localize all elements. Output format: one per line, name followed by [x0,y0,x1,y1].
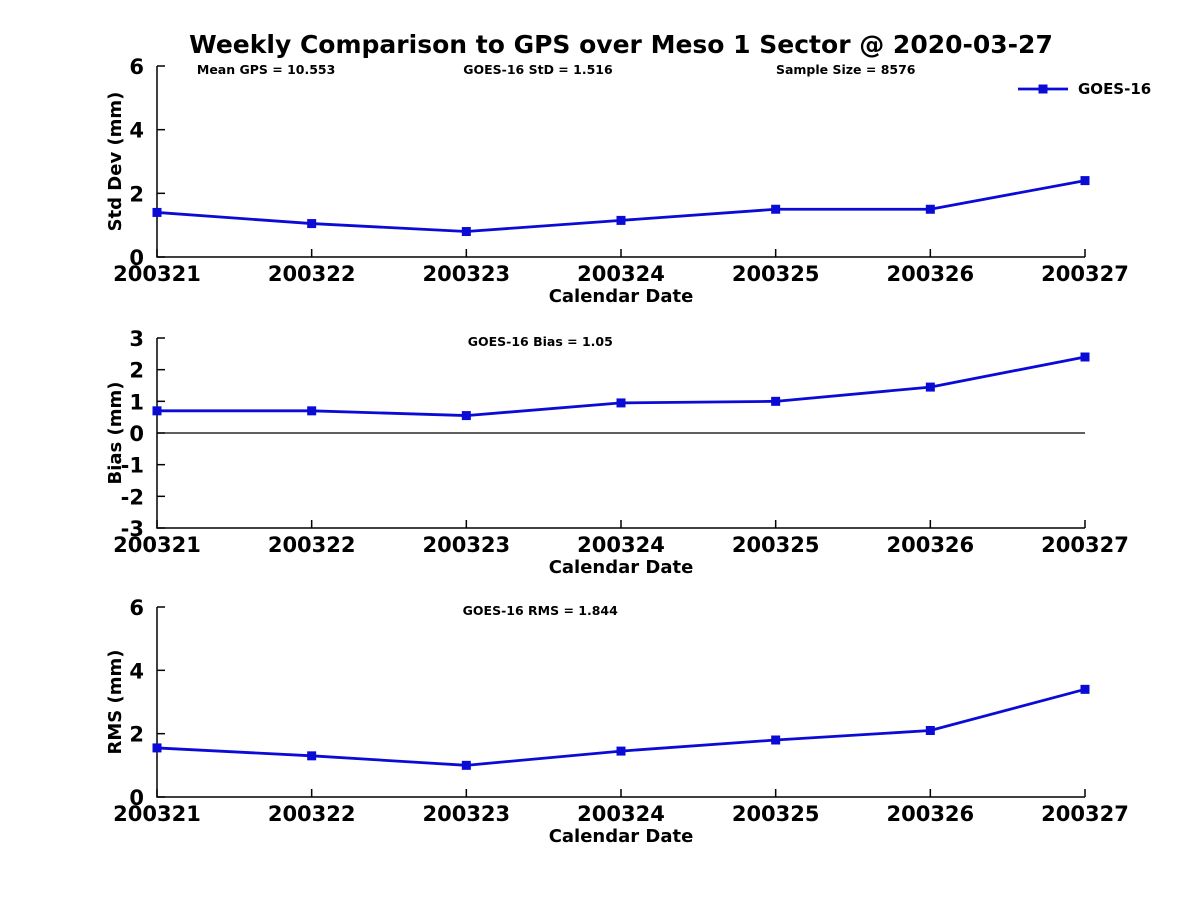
chart-title: Weekly Comparison to GPS over Meso 1 Sec… [189,30,1053,59]
y-tick-label: 4 [129,119,144,143]
data-marker [152,406,162,416]
y-axis-label: RMS (mm) [105,650,126,755]
x-tick-label: 200326 [886,533,974,557]
x-axis-label: Calendar Date [549,826,694,847]
y-tick-label: 4 [129,659,144,683]
x-tick-label: 200321 [113,262,201,286]
y-axis-label: Std Dev (mm) [105,92,126,232]
annotation: GOES-16 RMS = 1.844 [463,603,618,618]
y-tick-label: 6 [129,596,144,620]
x-axis-label: Calendar Date [549,286,694,307]
y-tick-label: -1 [121,454,144,478]
annotation: GOES-16 Bias = 1.05 [468,334,613,349]
x-tick-label: 200325 [732,533,820,557]
data-marker [461,411,471,421]
x-tick-label: 200327 [1041,533,1129,557]
x-tick-label: 200321 [113,802,201,826]
y-tick-label: -2 [121,485,144,509]
x-tick-label: 200323 [422,262,510,286]
x-tick-label: 200322 [268,262,356,286]
y-tick-label: -3 [121,517,144,541]
y-tick-label: 0 [129,246,144,270]
legend-marker [1038,84,1048,94]
annotation: Mean GPS = 10.553 [197,62,335,77]
axis-spines [156,66,1085,258]
y-tick-label: 0 [129,422,144,446]
x-tick-label: 200323 [422,802,510,826]
data-marker [616,215,626,225]
data-marker [461,760,471,770]
y-tick-label: 6 [129,55,144,79]
data-marker [307,406,317,416]
data-marker [925,726,935,735]
x-tick-label: 200321 [113,533,201,557]
x-tick-label: 200325 [732,802,820,826]
annotation: Sample Size = 8576 [776,62,916,77]
data-marker [925,382,935,392]
x-tick-label: 200327 [1041,262,1129,286]
x-tick-label: 200324 [577,533,665,557]
x-tick-label: 200326 [886,262,974,286]
data-marker [461,227,471,237]
y-tick-label: 0 [129,786,144,810]
data-marker [307,751,317,761]
y-tick-label: 2 [129,359,144,383]
data-marker [152,743,162,753]
y-tick-label: 2 [129,723,144,747]
x-tick-label: 200323 [422,533,510,557]
x-tick-label: 200322 [268,533,356,557]
data-marker [771,396,781,406]
x-tick-label: 200327 [1041,802,1129,826]
data-marker [925,204,935,214]
y-tick-label: 1 [129,390,144,414]
x-tick-label: 200322 [268,802,356,826]
data-marker [771,735,781,745]
data-marker [152,207,162,217]
x-axis-label: Calendar Date [549,557,694,578]
data-marker [1080,684,1090,694]
data-marker [307,219,317,229]
x-tick-label: 200326 [886,802,974,826]
x-tick-label: 200325 [732,262,820,286]
annotation: GOES-16 StD = 1.516 [463,62,613,77]
data-marker [616,398,626,408]
data-marker [616,746,626,756]
y-tick-label: 3 [129,327,144,351]
data-marker [771,204,781,214]
data-marker [1080,176,1090,186]
x-tick-label: 200324 [577,802,665,826]
y-tick-label: 2 [129,182,144,206]
legend-label: GOES-16 [1078,80,1151,98]
axis-spines [156,607,1085,798]
data-marker [1080,352,1090,362]
x-tick-label: 200324 [577,262,665,286]
y-axis-label: Bias (mm) [105,382,126,485]
